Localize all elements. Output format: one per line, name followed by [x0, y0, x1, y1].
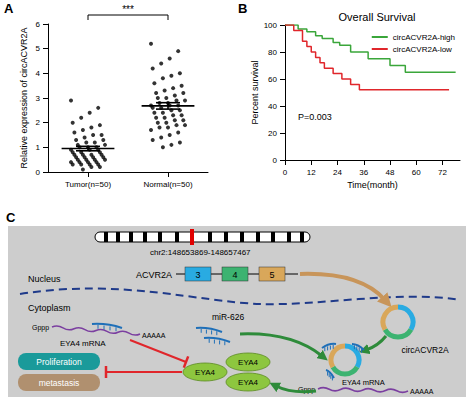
- svg-text:Gppp: Gppp: [32, 324, 49, 332]
- svg-text:EYA4 mRNA: EYA4 mRNA: [60, 339, 106, 348]
- svg-text:80: 80: [268, 48, 277, 57]
- svg-text:0: 0: [283, 168, 288, 177]
- svg-text:72: 72: [438, 168, 447, 177]
- svg-text:Normal(n=50): Normal(n=50): [143, 180, 192, 189]
- svg-text:48: 48: [386, 168, 395, 177]
- svg-text:60: 60: [268, 75, 277, 84]
- svg-text:Time(month): Time(month): [347, 180, 398, 190]
- svg-text:circACVR2A-low: circACVR2A-low: [393, 45, 452, 54]
- svg-text:5: 5: [269, 270, 274, 280]
- svg-text:0: 0: [273, 156, 278, 165]
- svg-text:***: ***: [122, 4, 134, 15]
- svg-text:AAAAA: AAAAA: [410, 388, 434, 395]
- svg-text:EYA4 mRNA: EYA4 mRNA: [342, 378, 385, 387]
- svg-text:chr2:148653869-148657467: chr2:148653869-148657467: [150, 248, 251, 257]
- svg-text:C: C: [6, 210, 16, 225]
- svg-text:20: 20: [268, 129, 277, 138]
- svg-text:3: 3: [36, 94, 41, 103]
- svg-text:EYA4: EYA4: [238, 378, 258, 387]
- svg-text:circACVR2A-high: circACVR2A-high: [393, 33, 455, 42]
- svg-text:A: A: [4, 1, 14, 16]
- svg-text:Percent survival: Percent survival: [250, 60, 260, 124]
- svg-text:circACVR2A: circACVR2A: [401, 345, 449, 355]
- svg-text:EYA4: EYA4: [238, 358, 258, 367]
- svg-text:ACVR2A: ACVR2A: [136, 270, 172, 280]
- svg-text:36: 36: [359, 168, 368, 177]
- svg-text:miR-626: miR-626: [212, 312, 244, 322]
- svg-text:0: 0: [36, 168, 41, 177]
- svg-text:12: 12: [307, 168, 316, 177]
- svg-text:metastasis: metastasis: [39, 378, 80, 388]
- svg-text:AAAAA: AAAAA: [142, 332, 166, 339]
- svg-text:40: 40: [268, 102, 277, 111]
- svg-text:60: 60: [412, 168, 421, 177]
- svg-text:1: 1: [36, 143, 41, 152]
- svg-text:EYA4: EYA4: [195, 368, 215, 377]
- svg-text:Proliferation: Proliferation: [36, 357, 82, 367]
- svg-text:100: 100: [264, 21, 278, 30]
- svg-text:P=0.003: P=0.003: [298, 112, 332, 122]
- svg-text:5: 5: [36, 44, 41, 53]
- svg-text:3: 3: [195, 270, 200, 280]
- svg-text:4: 4: [232, 270, 237, 280]
- svg-text:Cytoplasm: Cytoplasm: [28, 303, 71, 313]
- svg-text:2: 2: [36, 118, 41, 127]
- svg-text:B: B: [238, 1, 247, 16]
- svg-text:24: 24: [333, 168, 342, 177]
- svg-text:Tumor(n=50): Tumor(n=50): [65, 180, 112, 189]
- svg-text:Nucleus: Nucleus: [28, 274, 61, 284]
- svg-text:4: 4: [36, 69, 41, 78]
- svg-text:Overall Survival: Overall Survival: [338, 11, 415, 23]
- svg-text:6: 6: [36, 20, 41, 29]
- svg-text:Relative expression of circACV: Relative expression of circACVR2A: [19, 27, 29, 168]
